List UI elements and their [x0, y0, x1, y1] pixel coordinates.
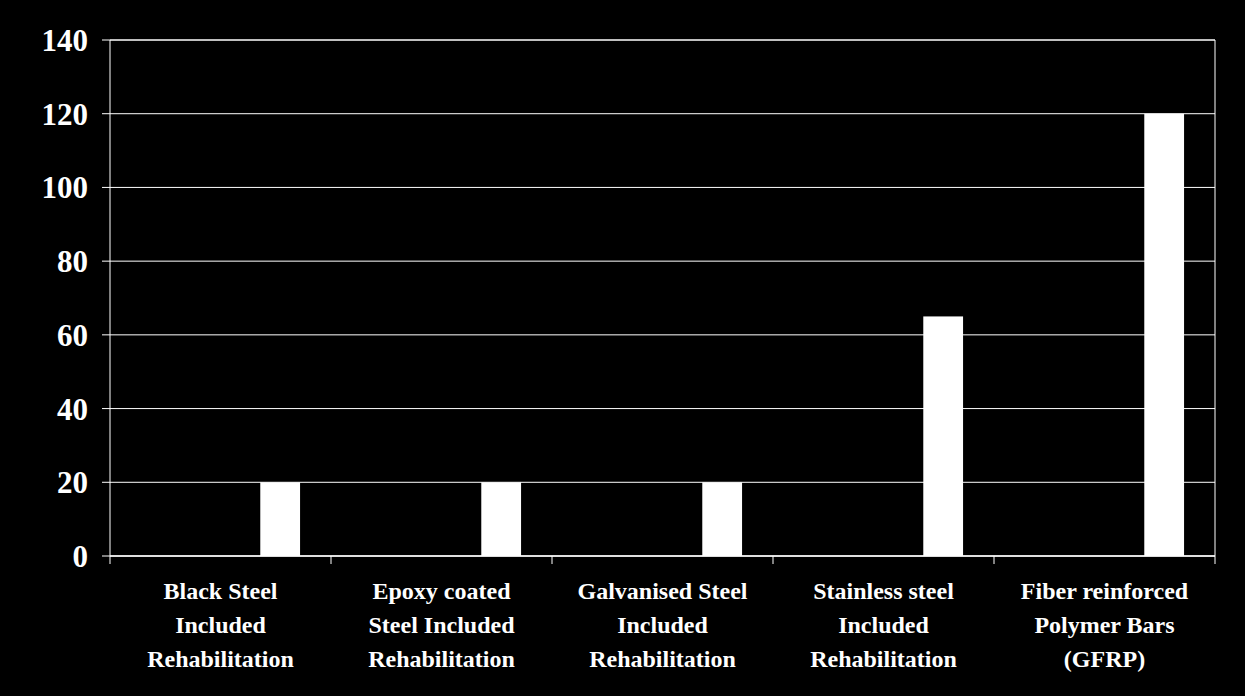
y-tick-label: 40	[57, 392, 88, 427]
x-tick-mark	[1215, 556, 1216, 564]
tick-mark	[102, 261, 110, 262]
tick-mark	[102, 113, 110, 114]
grid-line	[110, 334, 1215, 335]
y-tick-label: 120	[42, 97, 89, 132]
frame-top	[110, 40, 1215, 41]
x-tick-label: Galvanised Steel Included Rehabilitation	[570, 574, 755, 676]
y-tick-label: 140	[42, 23, 89, 58]
bar	[702, 482, 742, 556]
y-tick-label: 80	[57, 244, 88, 279]
bar	[260, 482, 300, 556]
tick-mark	[102, 482, 110, 483]
bar	[481, 482, 521, 556]
y-tick-label: 20	[57, 465, 88, 500]
x-tick-mark	[552, 556, 553, 564]
y-tick-label: 0	[73, 539, 89, 574]
tick-mark	[102, 187, 110, 188]
frame-right	[1215, 40, 1216, 556]
x-tick-mark	[994, 556, 995, 564]
y-tick-label: 60	[57, 318, 88, 353]
tick-mark	[102, 334, 110, 335]
grid-line	[110, 40, 1215, 41]
x-tick-mark	[331, 556, 332, 564]
tick-mark	[102, 556, 110, 557]
bar	[923, 316, 963, 556]
y-tick-label: 100	[42, 170, 89, 205]
bar	[1144, 114, 1184, 556]
grid-line	[110, 187, 1215, 188]
grid-line	[110, 261, 1215, 262]
x-tick-mark	[110, 556, 111, 564]
background	[0, 0, 1245, 696]
x-tick-mark	[773, 556, 774, 564]
y-axis	[110, 40, 111, 556]
x-tick-label: Stainless steel Included Rehabilitation	[791, 574, 976, 676]
grid-line	[110, 408, 1215, 409]
tick-mark	[102, 40, 110, 41]
x-tick-label: Epoxy coated Steel Included Rehabilitati…	[349, 574, 534, 676]
bars	[260, 114, 1184, 556]
tick-mark	[102, 408, 110, 409]
grid-line	[110, 113, 1215, 114]
x-tick-label: Fiber reinforced Polymer Bars (GFRP)	[1012, 574, 1197, 676]
x-tick-label: Black Steel Included Rehabilitation	[128, 574, 313, 676]
